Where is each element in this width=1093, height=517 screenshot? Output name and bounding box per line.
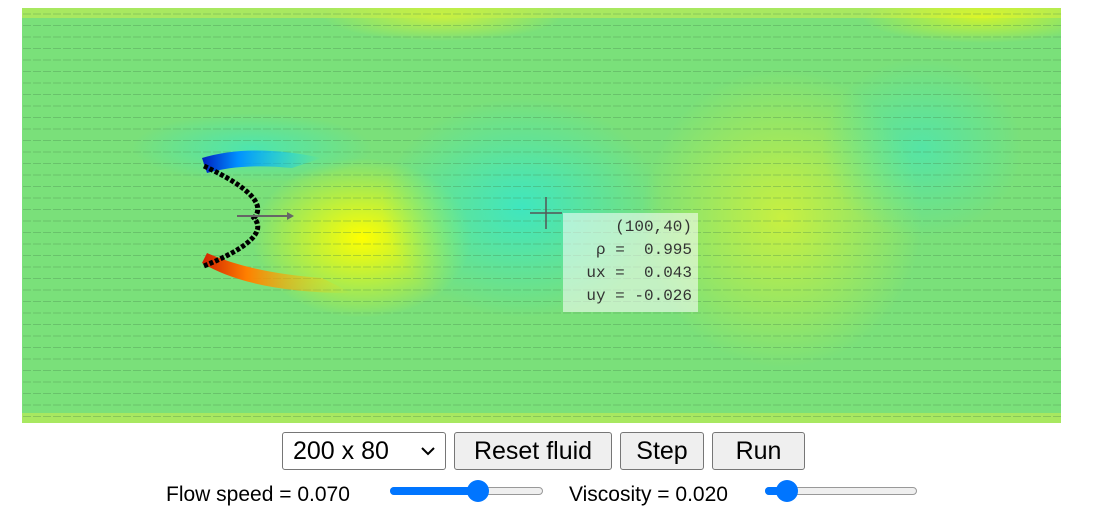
viscosity-label: Viscosity = 0.020 bbox=[569, 483, 728, 506]
reset-button[interactable]: Reset fluid bbox=[454, 432, 612, 470]
grid-size-value: 200 x 80 bbox=[293, 436, 389, 465]
probe-uy: uy = -0.026 bbox=[586, 287, 692, 305]
probe-position: (100,40) bbox=[615, 218, 692, 236]
grid-size-select[interactable]: 200 x 80 bbox=[282, 432, 446, 470]
dropdown-arrow bbox=[421, 447, 435, 456]
probe-ux: ux = 0.043 bbox=[586, 264, 692, 282]
slider-thumb[interactable] bbox=[776, 480, 798, 502]
slider-fill bbox=[390, 487, 480, 495]
slider-thumb[interactable] bbox=[467, 480, 489, 502]
run-button[interactable]: Run bbox=[712, 432, 805, 470]
probe-readout: (100,40) ρ = 0.995 ux = 0.043 uy = -0.026 bbox=[563, 213, 698, 312]
step-button[interactable]: Step bbox=[620, 432, 704, 470]
fluid-canvas[interactable] bbox=[22, 8, 1061, 423]
probe-rho: ρ = 0.995 bbox=[595, 241, 692, 259]
flow-speed-label: Flow speed = 0.070 bbox=[166, 483, 350, 506]
